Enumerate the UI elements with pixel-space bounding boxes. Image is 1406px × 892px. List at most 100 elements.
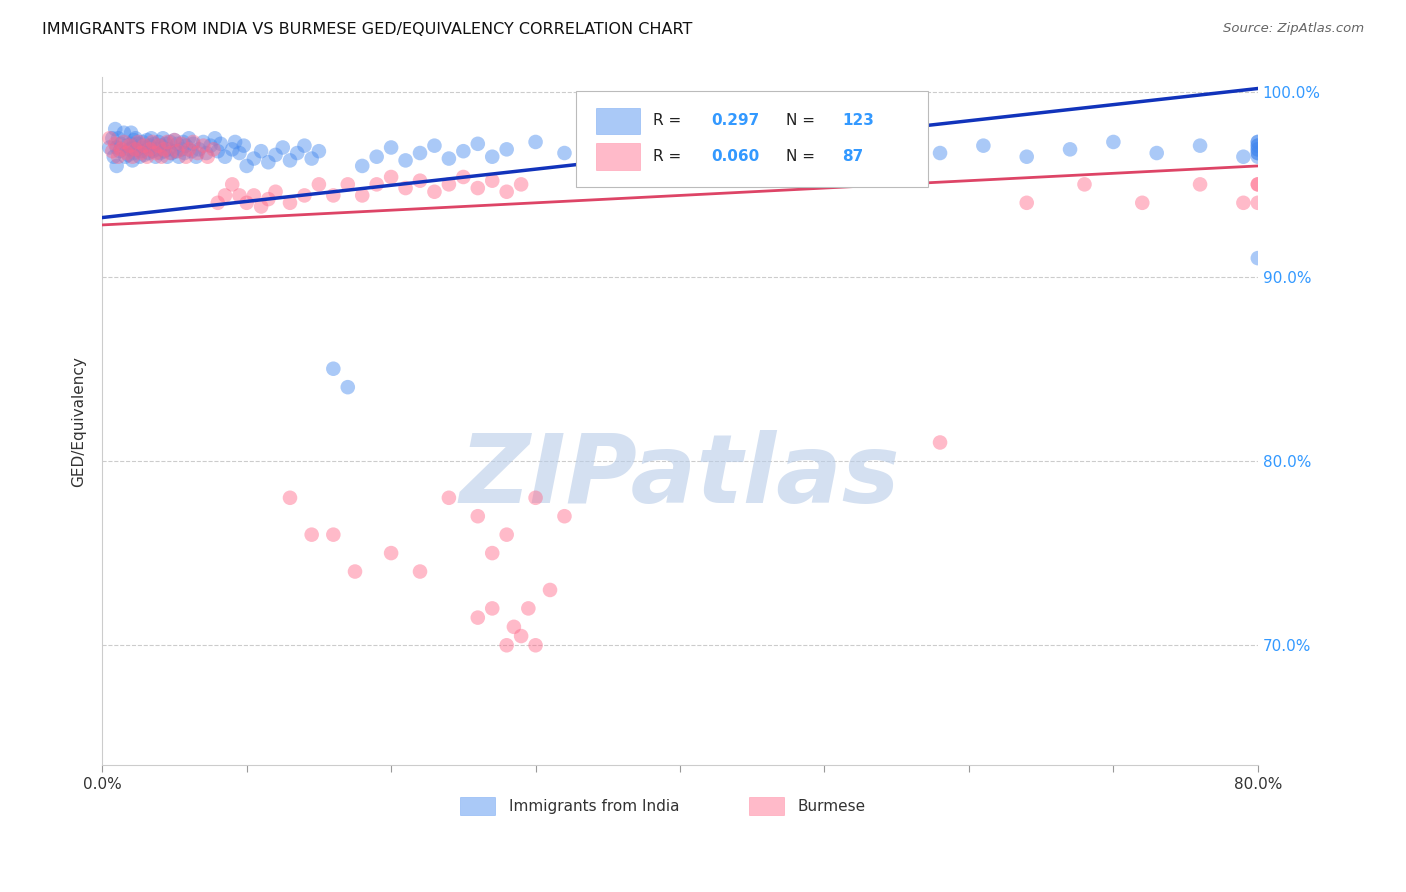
Text: 0.060: 0.060 [711,149,759,164]
Point [156,150,179,164]
Point [187,146,209,161]
Point [1247,146,1270,161]
Point [174,150,197,164]
Point [200,138,222,153]
Point [495,638,517,652]
Point [148,135,170,149]
Point [167,150,190,164]
Point [125,142,148,156]
Point [1247,146,1270,161]
Point [271,140,294,154]
Point [250,144,273,158]
Point [1015,195,1038,210]
Point [453,169,475,184]
Point [107,131,129,145]
Point [174,138,197,153]
Text: Immigrants from India: Immigrants from India [509,799,679,814]
Point [972,138,994,153]
Point [121,140,143,154]
Point [1146,146,1168,161]
Point [278,153,301,168]
Point [366,178,388,192]
Point [121,150,143,164]
Point [188,142,211,156]
Text: 0.297: 0.297 [711,113,759,128]
Point [1247,178,1270,192]
Point [1232,150,1254,164]
Point [352,159,374,173]
Point [131,135,153,149]
Point [553,146,575,161]
Point [640,142,662,156]
Point [221,178,243,192]
Point [129,144,152,158]
Point [437,178,460,192]
Point [98,131,121,145]
Point [243,152,266,166]
Point [308,144,330,158]
Point [157,142,180,156]
Point [232,138,254,153]
Point [1073,178,1095,192]
Point [141,131,163,145]
Point [98,140,121,154]
Text: ZIPatlas: ZIPatlas [460,430,900,523]
Point [173,146,195,161]
Point [264,148,287,162]
Point [150,138,173,153]
Point [1247,178,1270,192]
Point [139,138,162,153]
Point [120,126,142,140]
Point [842,142,865,156]
Point [103,150,125,164]
Point [110,136,132,151]
Point [143,136,166,151]
Point [170,136,193,151]
Point [467,181,489,195]
Point [214,150,236,164]
Point [1247,135,1270,149]
Point [495,185,517,199]
Point [799,150,821,164]
Point [278,491,301,505]
Text: Burmese: Burmese [797,799,866,814]
Point [120,136,142,151]
Point [177,131,200,145]
Point [165,144,187,158]
Point [294,188,316,202]
Point [114,150,136,164]
Point [150,150,173,164]
Point [149,146,172,161]
Point [148,138,170,153]
Point [228,146,250,161]
Point [1189,138,1212,153]
Point [612,150,634,164]
Text: IMMIGRANTS FROM INDIA VS BURMESE GED/EQUIVALENCY CORRELATION CHART: IMMIGRANTS FROM INDIA VS BURMESE GED/EQU… [42,22,693,37]
Point [394,153,416,168]
FancyBboxPatch shape [596,108,640,134]
Point [301,527,323,541]
Point [207,144,229,158]
Point [437,491,460,505]
Point [437,152,460,166]
Point [118,138,141,153]
Point [209,136,232,151]
Point [1247,195,1270,210]
Point [524,491,547,505]
Point [1247,135,1270,149]
Point [136,133,159,147]
Point [202,142,225,156]
FancyBboxPatch shape [749,797,785,814]
Point [122,146,145,161]
Point [453,144,475,158]
Text: 123: 123 [842,113,873,128]
Point [181,136,204,151]
Point [180,144,202,158]
Point [153,142,176,156]
Point [145,150,167,164]
Point [257,192,280,206]
Point [1247,138,1270,153]
Point [156,135,179,149]
Point [510,629,533,643]
Point [177,142,200,156]
